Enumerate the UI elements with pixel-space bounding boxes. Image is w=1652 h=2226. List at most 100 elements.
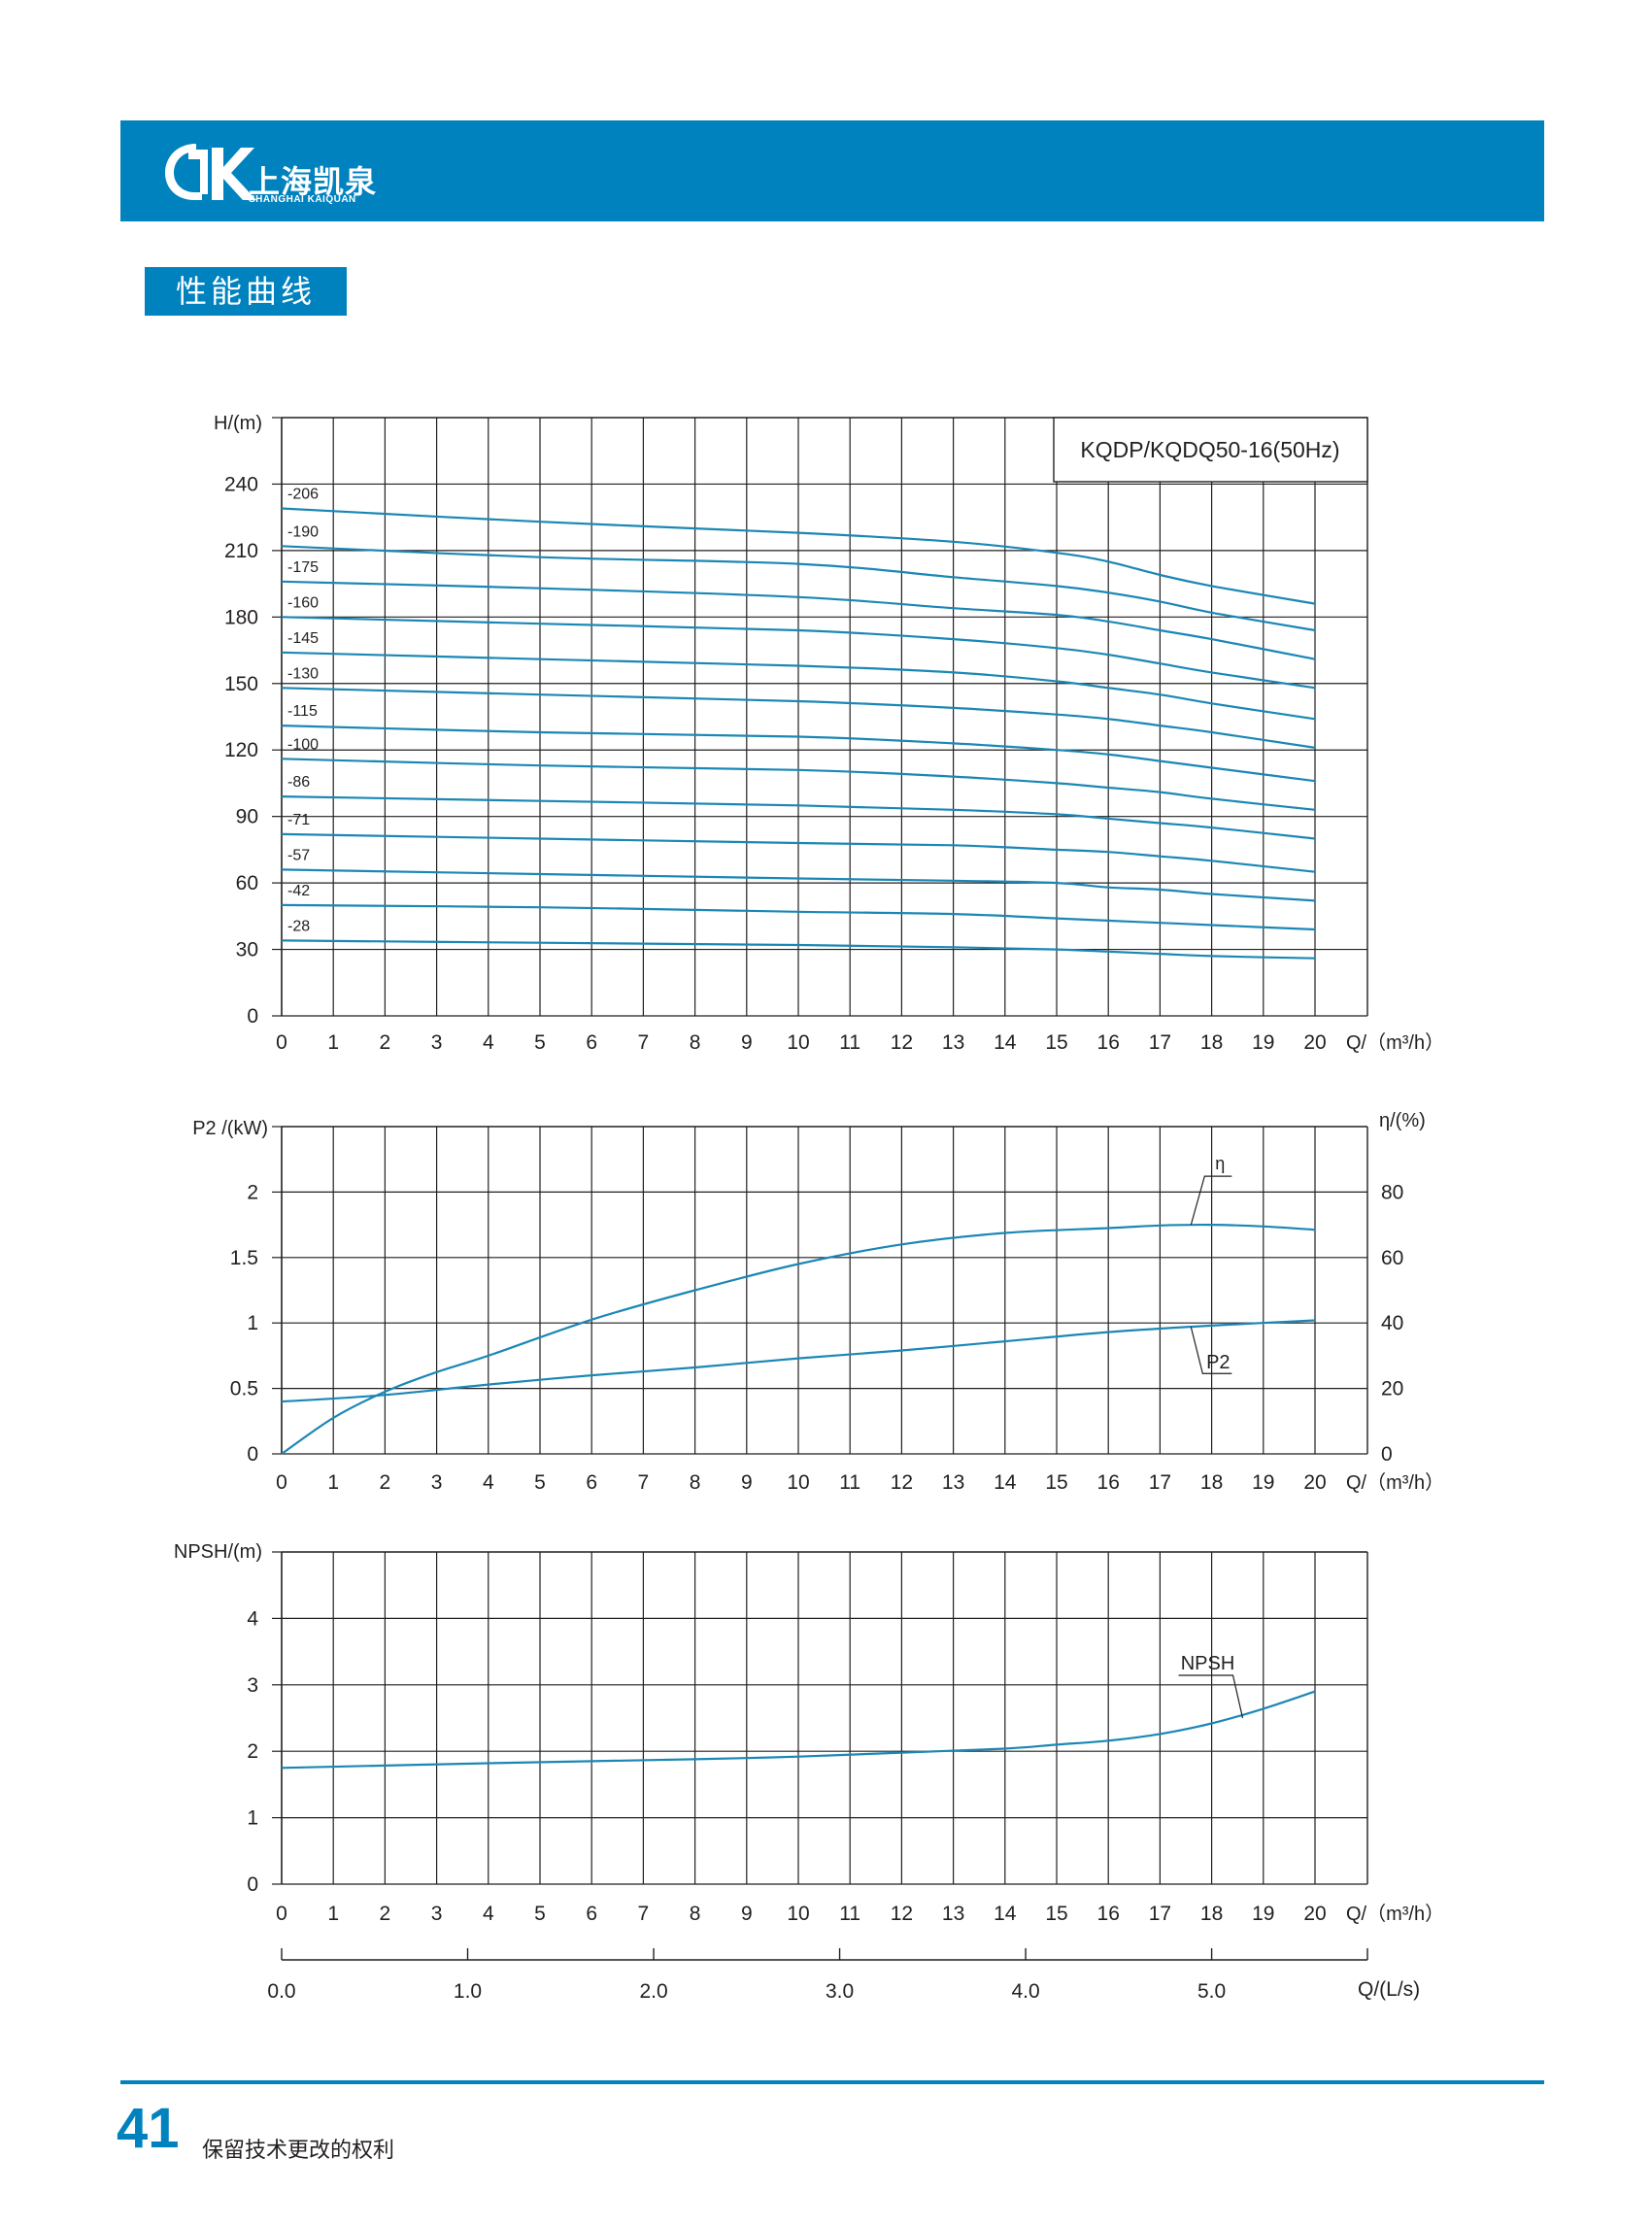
chart-title-box bbox=[1053, 417, 1368, 483]
x-tick-label: 12 bbox=[891, 1471, 913, 1494]
x-tick-label: 12 bbox=[891, 1031, 913, 1054]
x-tick-label: 3 bbox=[431, 1471, 443, 1494]
x-tick-label: 14 bbox=[994, 1903, 1017, 1925]
y-tick-label: 2 bbox=[247, 1181, 258, 1203]
x-tick-label: 6 bbox=[586, 1903, 597, 1925]
y-tick-label: 150 bbox=[224, 673, 258, 695]
x-tick-label: 12 bbox=[891, 1903, 913, 1925]
head-curve-28 bbox=[281, 939, 1316, 960]
ls-tick-label: 5.0 bbox=[1197, 1980, 1226, 2003]
x-tick-label: 11 bbox=[839, 1031, 860, 1054]
x-tick-label: 15 bbox=[1045, 1031, 1067, 1054]
head-curve-206 bbox=[281, 507, 1316, 605]
head-curve-100 bbox=[281, 758, 1316, 811]
x-tick-label: 20 bbox=[1303, 1471, 1326, 1494]
head-curve-190 bbox=[281, 545, 1316, 632]
series-label: -160 bbox=[287, 594, 319, 611]
npsh-leader bbox=[1178, 1674, 1244, 1719]
chart-title: KQDP/KQDQ50-16(50Hz) bbox=[1080, 437, 1339, 462]
x-tick-label: 10 bbox=[787, 1031, 809, 1054]
y-tick-label: 90 bbox=[236, 806, 258, 828]
x-tick-label: 14 bbox=[994, 1031, 1017, 1054]
series-label: -86 bbox=[287, 774, 310, 791]
head-curve-86 bbox=[281, 795, 1316, 840]
x-tick-label: 11 bbox=[839, 1903, 860, 1925]
x-tick-label: 0 bbox=[276, 1031, 287, 1054]
x-tick-label: 13 bbox=[942, 1031, 964, 1054]
x-tick-label: 4 bbox=[483, 1031, 494, 1054]
x-tick-label: 15 bbox=[1045, 1903, 1067, 1925]
x-tick-label: 7 bbox=[638, 1471, 650, 1494]
x-tick-label: 18 bbox=[1200, 1471, 1223, 1494]
x-tick-label: 8 bbox=[690, 1471, 701, 1494]
x-tick-label: 3 bbox=[431, 1031, 443, 1054]
npsh-curve bbox=[281, 1690, 1316, 1770]
y-tick-label: 3 bbox=[247, 1674, 258, 1697]
x-tick-label: 10 bbox=[787, 1903, 809, 1925]
x-axis-label: Q/（m³/h） bbox=[1346, 1471, 1444, 1494]
x-tick-label: 18 bbox=[1200, 1903, 1223, 1925]
x-tick-label: 14 bbox=[994, 1471, 1017, 1494]
x-tick-label: 16 bbox=[1097, 1471, 1120, 1494]
y-axis-label: NPSH/(m) bbox=[174, 1541, 262, 1563]
head-curve-160 bbox=[281, 616, 1316, 690]
y-tick-label: 210 bbox=[224, 540, 258, 562]
x-tick-label: 9 bbox=[741, 1903, 753, 1925]
x-tick-label: 19 bbox=[1252, 1471, 1274, 1494]
x-tick-label: 5 bbox=[534, 1903, 546, 1925]
x-tick-label: 7 bbox=[638, 1031, 650, 1054]
curve-p2 bbox=[281, 1319, 1316, 1403]
x-tick-label: 0 bbox=[276, 1471, 287, 1494]
x-tick-label: 8 bbox=[690, 1031, 701, 1054]
y-tick-label: 1.5 bbox=[230, 1247, 258, 1269]
series-label: -28 bbox=[287, 918, 310, 934]
y-tick-label: 0 bbox=[247, 1005, 258, 1028]
y-tick-label: 0 bbox=[247, 1873, 258, 1896]
x-tick-label: 13 bbox=[942, 1903, 964, 1925]
head-curve-42 bbox=[281, 903, 1316, 931]
y-tick-label: 1 bbox=[247, 1312, 258, 1334]
x-tick-label: 1 bbox=[327, 1471, 339, 1494]
y-tick-label: 240 bbox=[224, 473, 258, 495]
x-tick-label: 17 bbox=[1149, 1031, 1171, 1054]
kaiquan-logo-icon bbox=[165, 144, 256, 200]
y2-tick-label: 80 bbox=[1381, 1181, 1403, 1203]
x-tick-label: 1 bbox=[327, 1903, 339, 1925]
x-tick-label: 8 bbox=[690, 1903, 701, 1925]
head-curve-57 bbox=[281, 868, 1316, 902]
x-tick-label: 15 bbox=[1045, 1471, 1067, 1494]
x-tick-label: 11 bbox=[839, 1471, 860, 1494]
ls-tick-label: 4.0 bbox=[1011, 1980, 1039, 2003]
x-tick-label: 17 bbox=[1149, 1903, 1171, 1925]
y-axis-label: H/(m) bbox=[214, 413, 262, 434]
series-label: -130 bbox=[287, 665, 319, 682]
footer-note: 保留技术更改的权利 bbox=[202, 2138, 395, 2162]
series-label: -57 bbox=[287, 847, 310, 863]
x-tick-label: 3 bbox=[431, 1903, 443, 1925]
head-curve-130 bbox=[281, 687, 1316, 749]
performance-curves: 0306090120150180210240H/(m)KQDP/KQDQ50-1… bbox=[174, 413, 1444, 2003]
series-label: -175 bbox=[287, 559, 319, 576]
x-tick-label: 1 bbox=[327, 1031, 339, 1054]
section-title: 性能曲线 bbox=[145, 267, 347, 316]
x-tick-label: 0 bbox=[276, 1903, 287, 1925]
x-tick-label: 6 bbox=[586, 1471, 597, 1494]
x-tick-label: 6 bbox=[586, 1031, 597, 1054]
y-tick-label: 4 bbox=[247, 1607, 258, 1630]
ls-tick-label: 0.0 bbox=[267, 1980, 295, 2003]
head-curve-145 bbox=[281, 651, 1316, 721]
y-tick-label: 2 bbox=[247, 1740, 258, 1763]
y2-tick-label: 0 bbox=[1381, 1443, 1393, 1466]
x-tick-label: 18 bbox=[1200, 1031, 1223, 1054]
x-tick-label: 20 bbox=[1303, 1031, 1326, 1054]
x-tick-label: 2 bbox=[380, 1471, 391, 1494]
x-tick-label: 4 bbox=[483, 1903, 494, 1925]
x-tick-label: 17 bbox=[1149, 1471, 1171, 1494]
brand-name-cn: 上海凯泉 bbox=[249, 164, 378, 199]
eta-callout: η bbox=[1215, 1154, 1225, 1173]
x-tick-label: 5 bbox=[534, 1031, 546, 1054]
npsh-callout: NPSH bbox=[1181, 1653, 1235, 1674]
head-curve-115 bbox=[281, 725, 1316, 783]
y-tick-label: 30 bbox=[236, 939, 258, 961]
brand-name-en: SHANGHAI KAIQUAN bbox=[249, 194, 356, 205]
